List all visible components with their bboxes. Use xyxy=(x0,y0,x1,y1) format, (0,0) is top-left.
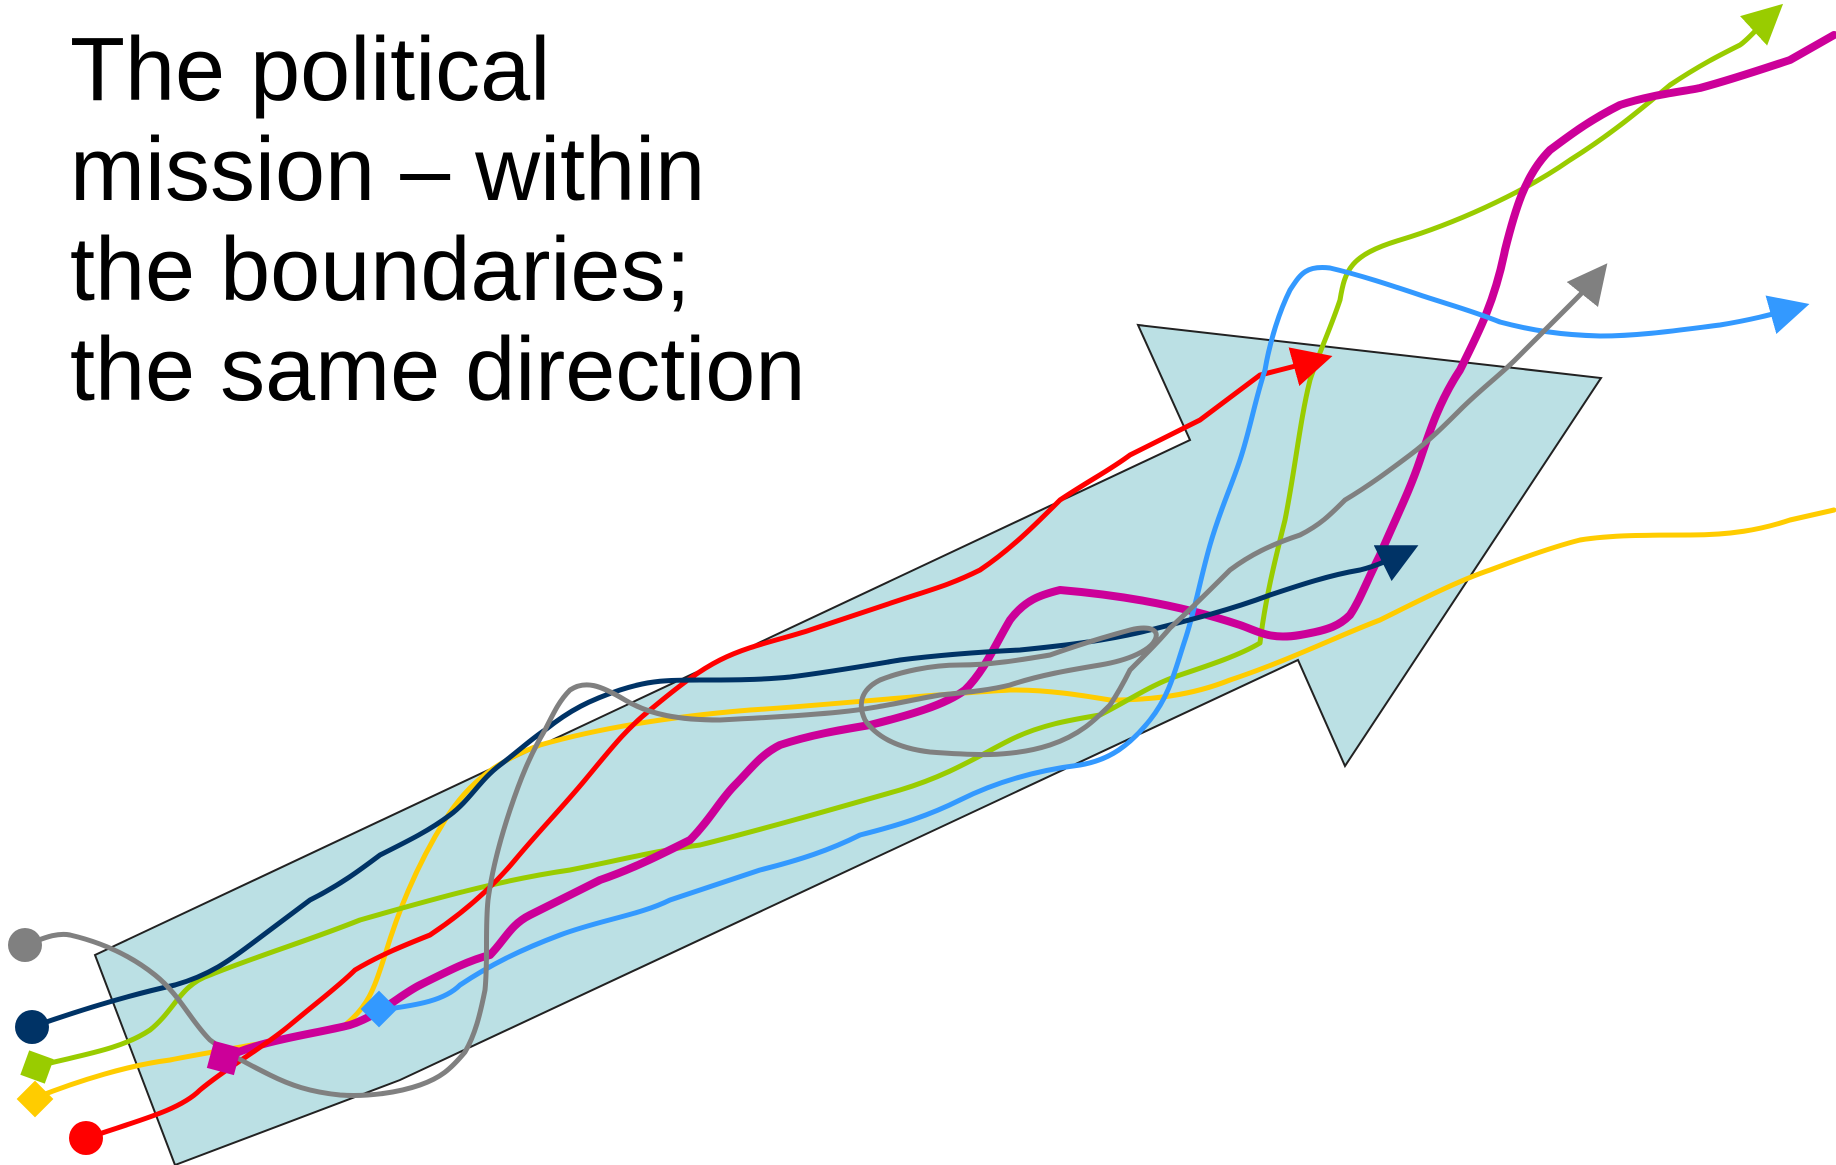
title-line-4: the same direction xyxy=(70,320,806,420)
path-red xyxy=(87,347,1333,1140)
red-start-marker xyxy=(69,1121,103,1155)
path-gray xyxy=(22,263,1608,1098)
magenta-start-marker xyxy=(206,1040,242,1076)
blue-start-marker xyxy=(360,990,398,1028)
page-title: The political mission – within the bound… xyxy=(70,20,805,420)
direction-arrow-shape xyxy=(93,323,1603,1165)
gray-start-marker xyxy=(8,928,42,962)
path-blue xyxy=(377,264,1810,1013)
path-magenta xyxy=(216,31,1836,1064)
title-line-2: mission – within xyxy=(70,120,706,220)
navy-start-marker xyxy=(15,1010,49,1044)
title-line-3: the boundaries; xyxy=(70,220,691,320)
yellow-start-marker xyxy=(16,1080,54,1118)
green-start-marker xyxy=(20,1050,54,1084)
title-line-1: The political xyxy=(70,20,551,120)
